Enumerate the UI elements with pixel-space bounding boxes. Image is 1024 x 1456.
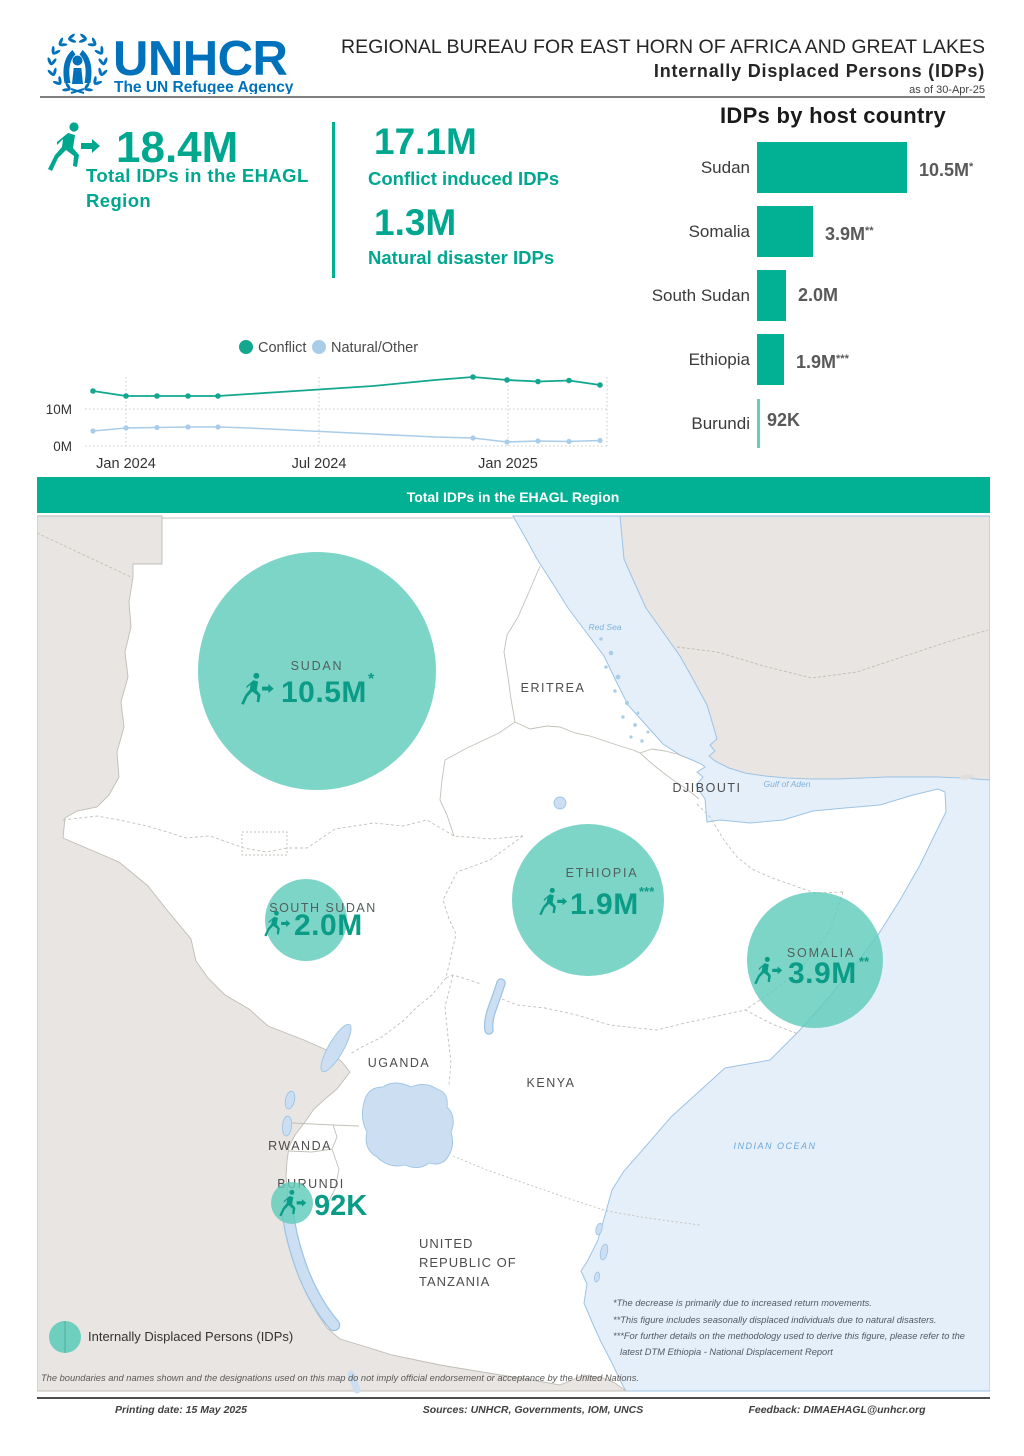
svg-text:***For further details on the: ***For further details on the methodolog… (613, 1331, 965, 1341)
svg-text:UGANDA: UGANDA (368, 1056, 430, 1070)
svg-text:Natural/Other: Natural/Other (331, 340, 418, 356)
svg-text:RWANDA: RWANDA (268, 1139, 332, 1153)
svg-text:**: ** (859, 954, 870, 969)
svg-text:*The decrease is primarily due: *The decrease is primarily due to increa… (613, 1298, 872, 1308)
svg-text:*: * (368, 671, 375, 688)
svg-text:***: *** (639, 884, 655, 899)
svg-text:The boundaries and names shown: The boundaries and names shown and the d… (41, 1373, 639, 1383)
svg-text:92K: 92K (314, 1190, 367, 1222)
svg-text:Red Sea: Red Sea (588, 622, 621, 632)
svg-text:latest DTM Ethiopia - National: latest DTM Ethiopia - National Displacem… (620, 1347, 833, 1357)
svg-text:SOUTH SUDAN: SOUTH SUDAN (269, 901, 376, 915)
svg-text:INDIAN OCEAN: INDIAN OCEAN (733, 1141, 816, 1151)
svg-text:Gulf of Aden: Gulf of Aden (764, 779, 811, 789)
svg-text:3.9M: 3.9M (788, 957, 857, 990)
svg-text:ERITREA: ERITREA (521, 681, 586, 695)
svg-text:UNHCR: UNHCR (113, 32, 288, 86)
svg-text:1.9M: 1.9M (570, 888, 639, 921)
svg-text:Internally Displaced Persons (: Internally Displaced Persons (IDPs) (88, 1329, 293, 1344)
svg-text:SUDAN: SUDAN (291, 659, 344, 673)
svg-text:DJIBOUTI: DJIBOUTI (673, 781, 742, 795)
svg-text:Jul 2024: Jul 2024 (292, 456, 347, 472)
svg-text:UNITED: UNITED (419, 1236, 473, 1251)
svg-text:Jan 2025: Jan 2025 (478, 456, 538, 472)
svg-text:**This figure includes seasona: **This figure includes seasonally displa… (613, 1315, 937, 1325)
svg-text:Conflict: Conflict (258, 340, 306, 356)
svg-text:10.5M: 10.5M (281, 676, 367, 709)
svg-text:Total IDPs in the EHAGL Region: Total IDPs in the EHAGL Region (407, 489, 620, 505)
svg-text:0M: 0M (53, 439, 72, 454)
svg-text:TANZANIA: TANZANIA (419, 1274, 490, 1289)
svg-text:10M: 10M (46, 402, 72, 417)
svg-text:Jan 2024: Jan 2024 (96, 456, 156, 472)
svg-text:ETHIOPIA: ETHIOPIA (566, 866, 639, 880)
svg-text:SOMALIA: SOMALIA (787, 946, 855, 960)
svg-text:2.0M: 2.0M (294, 909, 363, 942)
svg-text:The UN Refugee Agency: The UN Refugee Agency (114, 79, 294, 94)
svg-text:KENYA: KENYA (527, 1076, 576, 1090)
svg-text:REPUBLIC OF: REPUBLIC OF (419, 1255, 517, 1270)
